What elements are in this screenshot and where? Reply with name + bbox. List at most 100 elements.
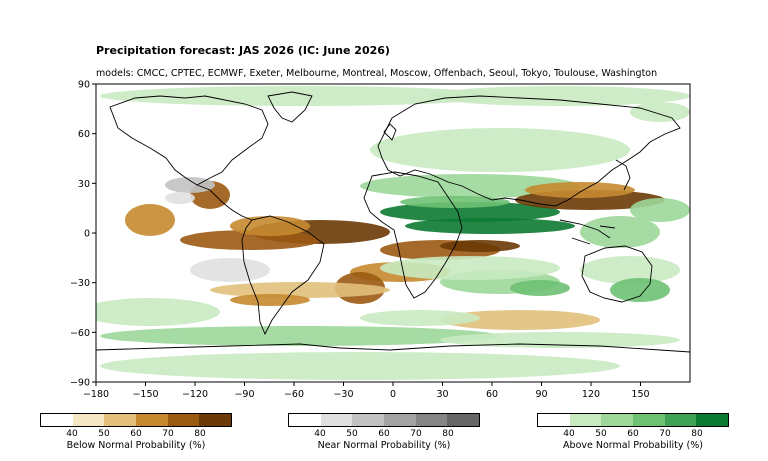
colorbar-tick-label: 50	[595, 429, 607, 439]
probability-region	[440, 332, 680, 348]
y-tick-label: −30	[70, 278, 90, 289]
x-tick-label: 90	[535, 389, 547, 400]
probability-region	[125, 204, 175, 236]
coast-eurasia	[377, 95, 681, 207]
colorbar-segment	[664, 414, 697, 426]
y-tick-label: −90	[70, 378, 90, 389]
probability-region	[100, 86, 500, 106]
colorbar-segment	[538, 414, 570, 426]
probability-region	[525, 182, 635, 198]
forecast-map: −180 −150 −120 −90 −60 −30 0 30 60 90 120 150 90 60 3…	[70, 80, 691, 400]
x-tick-label: 120	[582, 389, 600, 400]
coast-central-america	[196, 184, 253, 221]
colorbar-segment	[72, 414, 105, 426]
coastlines	[95, 91, 691, 353]
probability-region	[370, 128, 630, 172]
x-tick-label: −180	[83, 389, 109, 400]
x-tick-label: 150	[631, 389, 649, 400]
colorbar-below-normal-bar	[40, 413, 232, 427]
coast-africa	[363, 171, 463, 299]
colorbar-near-normal-label: Near Normal Probability (%)	[317, 440, 451, 451]
colorbar-below-normal-ticks: 40 50 60 70 80	[40, 427, 232, 439]
probability-region	[210, 282, 390, 298]
x-tick-label: 60	[486, 389, 498, 400]
colorbar-near-normal: 40 50 60 70 80 Near Normal Probability (%)	[288, 413, 480, 451]
x-tick-label: −30	[333, 389, 353, 400]
y-tick-label: 0	[84, 229, 90, 240]
y-tick-label: 90	[78, 80, 90, 91]
colorbar-segment	[384, 414, 416, 426]
colorbar-tick-label: 60	[130, 429, 142, 439]
y-tick-label: 30	[78, 179, 90, 190]
colorbar-above-normal-bar	[537, 413, 729, 427]
probability-region	[405, 218, 575, 234]
colorbar-segment	[289, 414, 321, 426]
coast-australia	[581, 245, 653, 303]
colorbar-tick-label: 70	[410, 429, 422, 439]
probability-region	[580, 256, 680, 284]
colorbar-tick-label: 40	[314, 429, 326, 439]
probability-region	[580, 216, 660, 248]
colorbar-segment	[167, 414, 200, 426]
probability-region	[440, 310, 600, 330]
probability-region	[100, 352, 620, 380]
probability-region	[400, 196, 510, 208]
x-tick-label: −120	[182, 389, 208, 400]
coast-south-america	[241, 215, 325, 336]
colorbar-tick-label: 80	[442, 429, 454, 439]
colorbar-segment	[104, 414, 137, 426]
colorbar-segment	[601, 414, 634, 426]
x-axis: −180 −150 −120 −90 −60 −30 0 30 60 90 120 150	[83, 382, 650, 400]
colorbar-tick-label: 40	[66, 429, 78, 439]
colorbar-above-normal-ticks: 40 50 60 70 80	[537, 427, 729, 439]
probability-region	[165, 177, 215, 193]
colorbar-tick-label: 80	[691, 429, 703, 439]
colorbar-segment	[569, 414, 602, 426]
colorbar-above-normal-label: Above Normal Probability (%)	[563, 440, 703, 451]
colorbar-tick-label: 50	[346, 429, 358, 439]
coast-japan	[615, 159, 631, 191]
probability-region	[360, 310, 480, 326]
x-tick-label: −150	[132, 389, 158, 400]
probability-region	[165, 192, 195, 204]
probability-region	[230, 294, 310, 306]
coast-north-america	[109, 95, 269, 186]
x-tick-label: 30	[436, 389, 448, 400]
colorbar-below-normal-label: Below Normal Probability (%)	[66, 440, 206, 451]
x-tick-label: 0	[390, 389, 396, 400]
colorbar-near-normal-ticks: 40 50 60 70 80	[288, 427, 480, 439]
map-subtitle: models: CMCC, CPTEC, ECMWF, Exeter, Melb…	[96, 68, 658, 79]
colorbar-segment	[136, 414, 168, 426]
probability-region	[430, 86, 690, 106]
colorbar-tick-label: 60	[378, 429, 390, 439]
colorbar-segment	[352, 414, 385, 426]
colorbar-segment	[696, 414, 729, 426]
probability-region	[96, 298, 220, 326]
y-tick-label: −60	[70, 328, 90, 339]
y-axis: 90 60 30 0 −30 −60 −90	[70, 80, 96, 389]
colorbar-tick-label: 50	[98, 429, 110, 439]
probability-region	[630, 198, 690, 222]
colorbar-tick-label: 80	[194, 429, 206, 439]
x-tick-label: −90	[234, 389, 254, 400]
colorbar-tick-label: 60	[627, 429, 639, 439]
colorbar-segment	[41, 414, 73, 426]
colorbar-segment	[199, 414, 232, 426]
probability-region	[380, 256, 560, 280]
colorbar-below-normal: 40 50 60 70 80 Below Normal Probability (%)	[40, 413, 232, 451]
coast-uk	[383, 123, 397, 141]
colorbar-tick-label: 40	[563, 429, 575, 439]
colorbar-segment	[320, 414, 353, 426]
colorbar-tick-label: 70	[659, 429, 671, 439]
probability-region	[630, 102, 690, 122]
x-tick-label: −60	[284, 389, 304, 400]
colorbar-near-normal-bar	[288, 413, 480, 427]
probability-region	[440, 240, 520, 252]
probability-region	[100, 326, 500, 346]
map-title: Precipitation forecast: JAS 2026 (IC: Ju…	[96, 44, 390, 57]
colorbar-segment	[633, 414, 665, 426]
probability-region	[190, 258, 270, 282]
probability-region	[510, 280, 570, 296]
y-tick-label: 60	[78, 129, 90, 140]
probability-field	[96, 86, 690, 380]
